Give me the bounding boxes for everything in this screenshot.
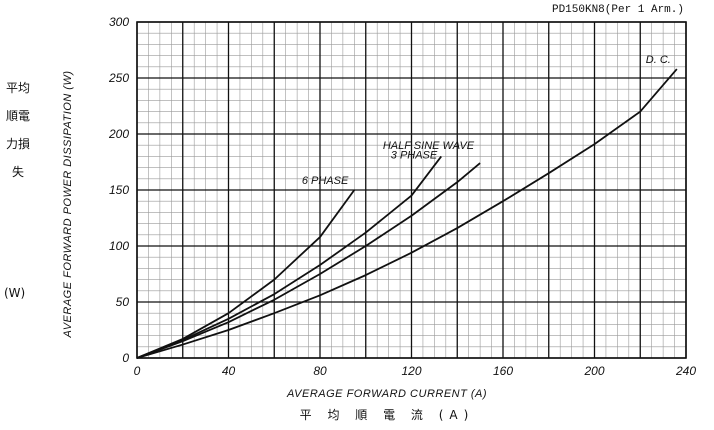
- x-tick-label: 160: [493, 364, 513, 378]
- x-tick-label: 0: [134, 364, 141, 378]
- curve-line: [136, 68, 678, 359]
- curve-label: 6 PHASE: [302, 175, 349, 187]
- y-tick-label: 200: [108, 127, 129, 141]
- x-axis-label-japanese: 平 均 順 電 流 (A): [299, 408, 475, 422]
- curve-label: HALF SINE WAVE: [383, 140, 475, 152]
- y-tick-label: 100: [109, 239, 129, 253]
- y-tick-label: 150: [109, 183, 129, 197]
- curve-line: [136, 162, 481, 359]
- part-number-label: PD150KN8(Per 1 Arm.): [551, 4, 684, 16]
- y-tick-label: 300: [109, 15, 129, 29]
- y-tick-label: 250: [108, 71, 129, 85]
- plot-frame: [136, 21, 687, 359]
- curve-label: 3 PHASE: [391, 149, 438, 161]
- x-axis-label: AVERAGE FORWARD CURRENT (A): [286, 388, 488, 400]
- x-tick-label: 120: [401, 364, 421, 378]
- curve-line: [136, 155, 442, 359]
- x-tick-label: 240: [675, 364, 696, 378]
- y-axis-unit-label: (W): [4, 286, 26, 300]
- curves: [136, 68, 678, 359]
- x-tick-label: 40: [222, 364, 236, 378]
- y-axis-label-japanese: 平均順電力損失: [6, 81, 31, 179]
- x-tick-label: 200: [583, 364, 604, 378]
- y-tick-label: 50: [116, 295, 130, 309]
- y-tick-label: 0: [122, 351, 129, 365]
- curve-label: D. C.: [646, 54, 671, 66]
- tick-labels: 0 40 80 120 160 200 240 0 50 100 150 200 250 300: [108, 15, 696, 378]
- major-grid: [136, 21, 687, 359]
- x-tick-label: 80: [313, 364, 327, 378]
